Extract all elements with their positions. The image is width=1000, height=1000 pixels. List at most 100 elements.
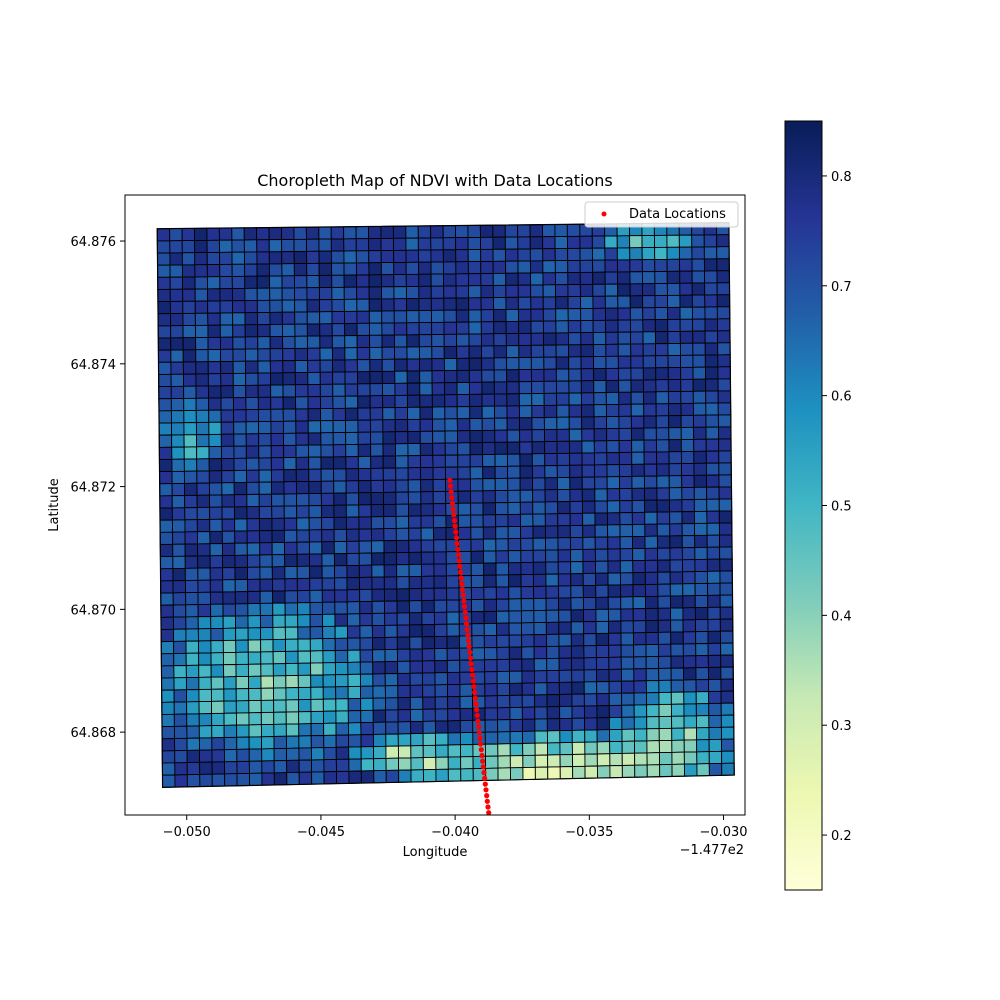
ndvi-cell	[595, 560, 609, 574]
ndvi-cell	[508, 586, 522, 600]
data-location-point	[465, 638, 472, 644]
ndvi-cell	[162, 774, 176, 788]
ndvi-cell	[558, 645, 572, 659]
ndvi-cell	[308, 517, 323, 531]
ndvi-cell	[621, 692, 635, 706]
ndvi-cell	[223, 736, 238, 751]
ndvi-cell	[695, 667, 709, 681]
ndvi-cell	[496, 610, 510, 624]
ndvi-cell	[383, 588, 398, 602]
ndvi-cell	[568, 416, 583, 430]
ndvi-cell	[319, 299, 333, 313]
ndvi-cell	[284, 602, 299, 616]
ndvi-cell	[533, 646, 548, 660]
ndvi-cell	[483, 562, 497, 576]
ndvi-cell	[655, 379, 669, 393]
data-location-point	[482, 775, 488, 782]
ndvi-cell	[308, 505, 323, 519]
ndvi-cell	[245, 457, 260, 471]
ndvi-cell	[654, 294, 669, 309]
ndvi-cell	[656, 451, 670, 465]
ndvi-cell	[483, 634, 498, 649]
ndvi-cell	[421, 611, 435, 626]
ndvi-cell	[604, 271, 619, 285]
ndvi-cell	[519, 465, 533, 479]
ndvi-cell	[471, 647, 485, 661]
ndvi-cell	[619, 500, 633, 514]
ndvi-cell	[258, 445, 272, 459]
ndvi-cell	[506, 381, 520, 395]
ndvi-cell	[546, 730, 561, 744]
ndvi-cell	[519, 417, 533, 431]
ndvi-cell	[320, 456, 334, 470]
ndvi-cell	[197, 555, 211, 569]
ndvi-cell	[371, 540, 385, 554]
ndvi-cell	[235, 615, 249, 629]
ndvi-cell	[717, 354, 731, 368]
ndvi-cell	[458, 538, 472, 553]
ndvi-cell	[607, 572, 621, 586]
ndvi-cell	[198, 664, 212, 678]
ndvi-cell	[407, 479, 422, 493]
ndvi-cell	[170, 361, 184, 375]
ndvi-cell	[446, 587, 460, 601]
ndvi-cell	[522, 730, 536, 744]
ndvi-cell	[422, 744, 437, 759]
ndvi-cell	[517, 272, 532, 286]
ndvi-cell	[569, 476, 583, 490]
ndvi-cell	[171, 434, 185, 448]
ndvi-cell	[681, 523, 696, 537]
ndvi-cell	[604, 259, 618, 273]
ndvi-cell	[642, 343, 657, 357]
ndvi-cell	[333, 468, 347, 482]
ndvi-cell	[607, 548, 621, 562]
ndvi-cell	[171, 507, 186, 521]
ndvi-cell	[493, 381, 508, 395]
ndvi-cell	[606, 440, 620, 454]
ndvi-cell	[321, 589, 336, 603]
ndvi-cell	[619, 512, 633, 526]
ndvi-cell	[421, 587, 435, 601]
ndvi-cell	[583, 621, 597, 635]
ndvi-cell	[281, 299, 296, 313]
ndvi-cell	[223, 748, 238, 763]
ndvi-cell	[468, 345, 483, 359]
ndvi-cell	[481, 369, 495, 383]
ndvi-cell	[495, 574, 510, 588]
ndvi-cell	[258, 433, 272, 447]
ndvi-cell	[174, 774, 188, 788]
ndvi-cell	[607, 524, 621, 538]
ndvi-cell	[546, 657, 560, 672]
ndvi-cell	[534, 754, 549, 768]
ndvi-cell	[670, 631, 684, 645]
ndvi-cell	[195, 349, 209, 363]
ndvi-cell	[721, 738, 735, 752]
ndvi-cell	[571, 693, 585, 707]
ndvi-cell	[396, 636, 411, 650]
ndvi-cell	[298, 759, 313, 773]
ndvi-cell	[444, 454, 459, 468]
ndvi-cell	[171, 458, 185, 472]
ndvi-cell	[666, 246, 680, 260]
ndvi-cell	[567, 284, 581, 298]
ndvi-cell	[495, 598, 510, 612]
ndvi-cell	[397, 696, 411, 711]
ndvi-cell	[397, 721, 412, 735]
ndvi-cell	[594, 536, 609, 550]
ndvi-cell	[346, 564, 360, 579]
ndvi-cell	[580, 344, 594, 358]
ndvi-cell	[322, 710, 337, 724]
ndvi-cell	[630, 355, 644, 369]
ndvi-cell	[158, 373, 172, 388]
ndvi-cell	[260, 699, 275, 713]
ndvi-cell	[293, 275, 308, 289]
ndvi-cell	[322, 625, 336, 640]
ndvi-cell	[293, 238, 308, 252]
ndvi-cell	[335, 686, 349, 700]
ndvi-cell	[596, 705, 610, 719]
ndvi-cell	[655, 343, 669, 357]
ndvi-cell	[194, 239, 208, 254]
ndvi-cell	[444, 466, 459, 480]
ndvi-cell	[298, 698, 312, 713]
ndvi-cell	[671, 715, 685, 729]
